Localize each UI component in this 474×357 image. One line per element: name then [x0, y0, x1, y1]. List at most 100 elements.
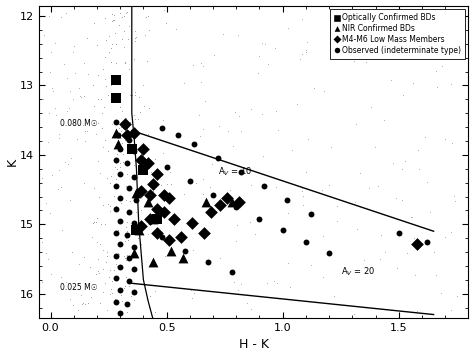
Point — [182, 248, 189, 253]
Point — [131, 92, 138, 98]
Point — [113, 166, 120, 171]
Point — [118, 298, 126, 303]
Point — [319, 274, 327, 280]
Point — [284, 211, 292, 216]
Point — [131, 298, 138, 303]
Point — [81, 115, 89, 121]
Point — [39, 240, 46, 245]
Point — [107, 59, 114, 65]
Point — [99, 247, 107, 253]
Point — [144, 58, 151, 64]
Point — [90, 103, 98, 109]
Point — [121, 283, 129, 288]
Point — [302, 47, 310, 53]
Point — [52, 105, 59, 111]
Point — [441, 235, 448, 240]
Point — [120, 28, 128, 34]
Point — [89, 82, 97, 87]
Point — [112, 130, 119, 136]
Point — [112, 176, 120, 182]
Point — [377, 37, 384, 43]
Point — [359, 49, 367, 54]
Point — [137, 157, 145, 163]
Point — [216, 202, 224, 208]
Point — [255, 53, 263, 59]
Point — [255, 216, 263, 222]
Point — [123, 232, 131, 237]
Point — [140, 146, 147, 152]
Point — [81, 138, 89, 144]
Point — [130, 162, 138, 168]
Point — [112, 119, 119, 124]
Point — [118, 124, 125, 130]
Point — [397, 12, 405, 17]
Point — [298, 52, 306, 57]
Point — [377, 42, 384, 47]
Point — [38, 175, 46, 181]
Point — [120, 285, 128, 291]
Point — [137, 241, 145, 247]
Point — [77, 94, 84, 100]
Point — [105, 33, 112, 39]
Point — [271, 45, 279, 51]
Point — [363, 59, 370, 65]
Point — [113, 121, 120, 126]
Point — [414, 147, 422, 153]
Point — [81, 93, 88, 99]
Point — [259, 153, 267, 159]
Point — [381, 249, 389, 255]
Point — [69, 49, 77, 55]
Point — [38, 280, 46, 285]
Point — [438, 63, 446, 69]
Point — [123, 252, 130, 257]
Point — [177, 234, 184, 240]
Point — [447, 81, 455, 87]
Point — [70, 302, 77, 308]
Point — [448, 140, 456, 146]
Point — [120, 253, 128, 259]
Point — [163, 181, 171, 186]
Point — [117, 171, 124, 177]
Point — [126, 185, 133, 191]
Point — [441, 136, 448, 142]
Point — [286, 284, 294, 290]
Point — [432, 53, 439, 59]
Point — [94, 256, 102, 262]
Legend: Optically Confirmed BDs, NIR Confirmed BDs, M4-M6 Low Mass Members, Observed (in: Optically Confirmed BDs, NIR Confirmed B… — [330, 9, 465, 59]
Point — [72, 286, 79, 291]
Point — [120, 13, 128, 19]
Point — [106, 180, 114, 186]
Point — [188, 220, 196, 226]
Point — [318, 187, 326, 192]
Point — [81, 128, 88, 134]
Point — [452, 198, 459, 203]
Point — [121, 137, 128, 143]
Point — [409, 80, 416, 86]
Point — [145, 304, 153, 310]
Point — [93, 239, 100, 245]
Point — [127, 119, 134, 125]
Point — [112, 161, 119, 166]
Point — [45, 140, 52, 145]
Point — [264, 61, 272, 67]
Point — [121, 238, 129, 243]
Point — [75, 85, 83, 91]
Point — [158, 126, 166, 131]
Point — [163, 165, 171, 170]
Point — [54, 186, 62, 192]
Point — [124, 237, 132, 242]
Point — [200, 63, 207, 69]
Point — [122, 225, 130, 230]
Point — [99, 144, 106, 150]
Point — [110, 12, 118, 17]
Point — [144, 199, 152, 205]
Point — [192, 180, 200, 186]
Point — [119, 159, 127, 165]
Point — [246, 219, 254, 225]
Point — [136, 94, 143, 100]
Point — [106, 267, 114, 272]
Point — [115, 22, 123, 28]
Point — [154, 171, 161, 177]
Point — [273, 280, 281, 286]
Point — [116, 219, 124, 225]
